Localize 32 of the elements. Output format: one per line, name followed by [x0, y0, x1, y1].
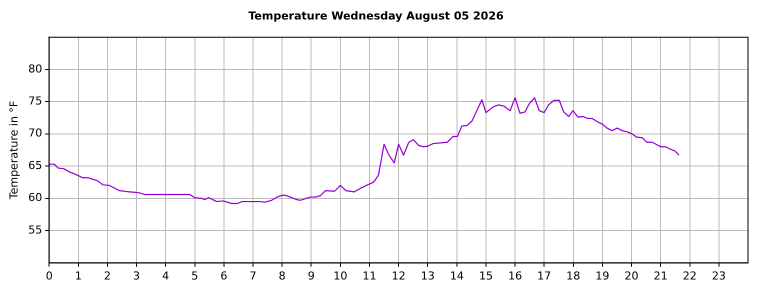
x-tick-label: 6 — [220, 269, 228, 282]
y-tick-label: 80 — [28, 62, 42, 76]
x-tick-label: 13 — [420, 269, 435, 282]
y-tick-label: 65 — [28, 158, 42, 172]
x-tick-label: 8 — [278, 269, 286, 282]
x-tick-label: 20 — [624, 269, 639, 282]
x-tick-label: 5 — [191, 269, 198, 282]
x-tick-label: 1 — [74, 269, 82, 282]
x-tick-label: 2 — [104, 269, 111, 282]
x-tick-label: 7 — [250, 269, 257, 282]
y-tick-label: 60 — [28, 191, 42, 204]
x-tick-label: 16 — [508, 269, 522, 282]
x-tick-label: 0 — [46, 269, 53, 282]
chart-title: Temperature Wednesday August 05 2026 — [248, 9, 504, 22]
y-tick-label: 75 — [28, 94, 42, 108]
y-axis-title: Temperature in °F — [7, 100, 20, 200]
x-tick-label: 17 — [537, 269, 552, 282]
x-tick-label: 9 — [308, 269, 315, 282]
y-tick-label: 70 — [28, 126, 42, 140]
y-tick-label: 55 — [28, 223, 42, 236]
x-tick-label: 23 — [712, 269, 726, 282]
x-tick-label: 14 — [450, 269, 464, 282]
x-tick-label: 19 — [595, 269, 610, 282]
x-tick-label: 11 — [362, 269, 376, 282]
x-tick-label: 10 — [333, 269, 348, 282]
x-tick-label: 3 — [133, 269, 140, 282]
x-tick-label: 12 — [392, 269, 406, 282]
x-tick-label: 22 — [682, 269, 697, 282]
x-tick-label: 15 — [478, 269, 493, 282]
x-tick-label: 4 — [162, 269, 170, 282]
x-tick-label: 18 — [566, 269, 580, 282]
x-tick-label: 21 — [654, 269, 668, 282]
